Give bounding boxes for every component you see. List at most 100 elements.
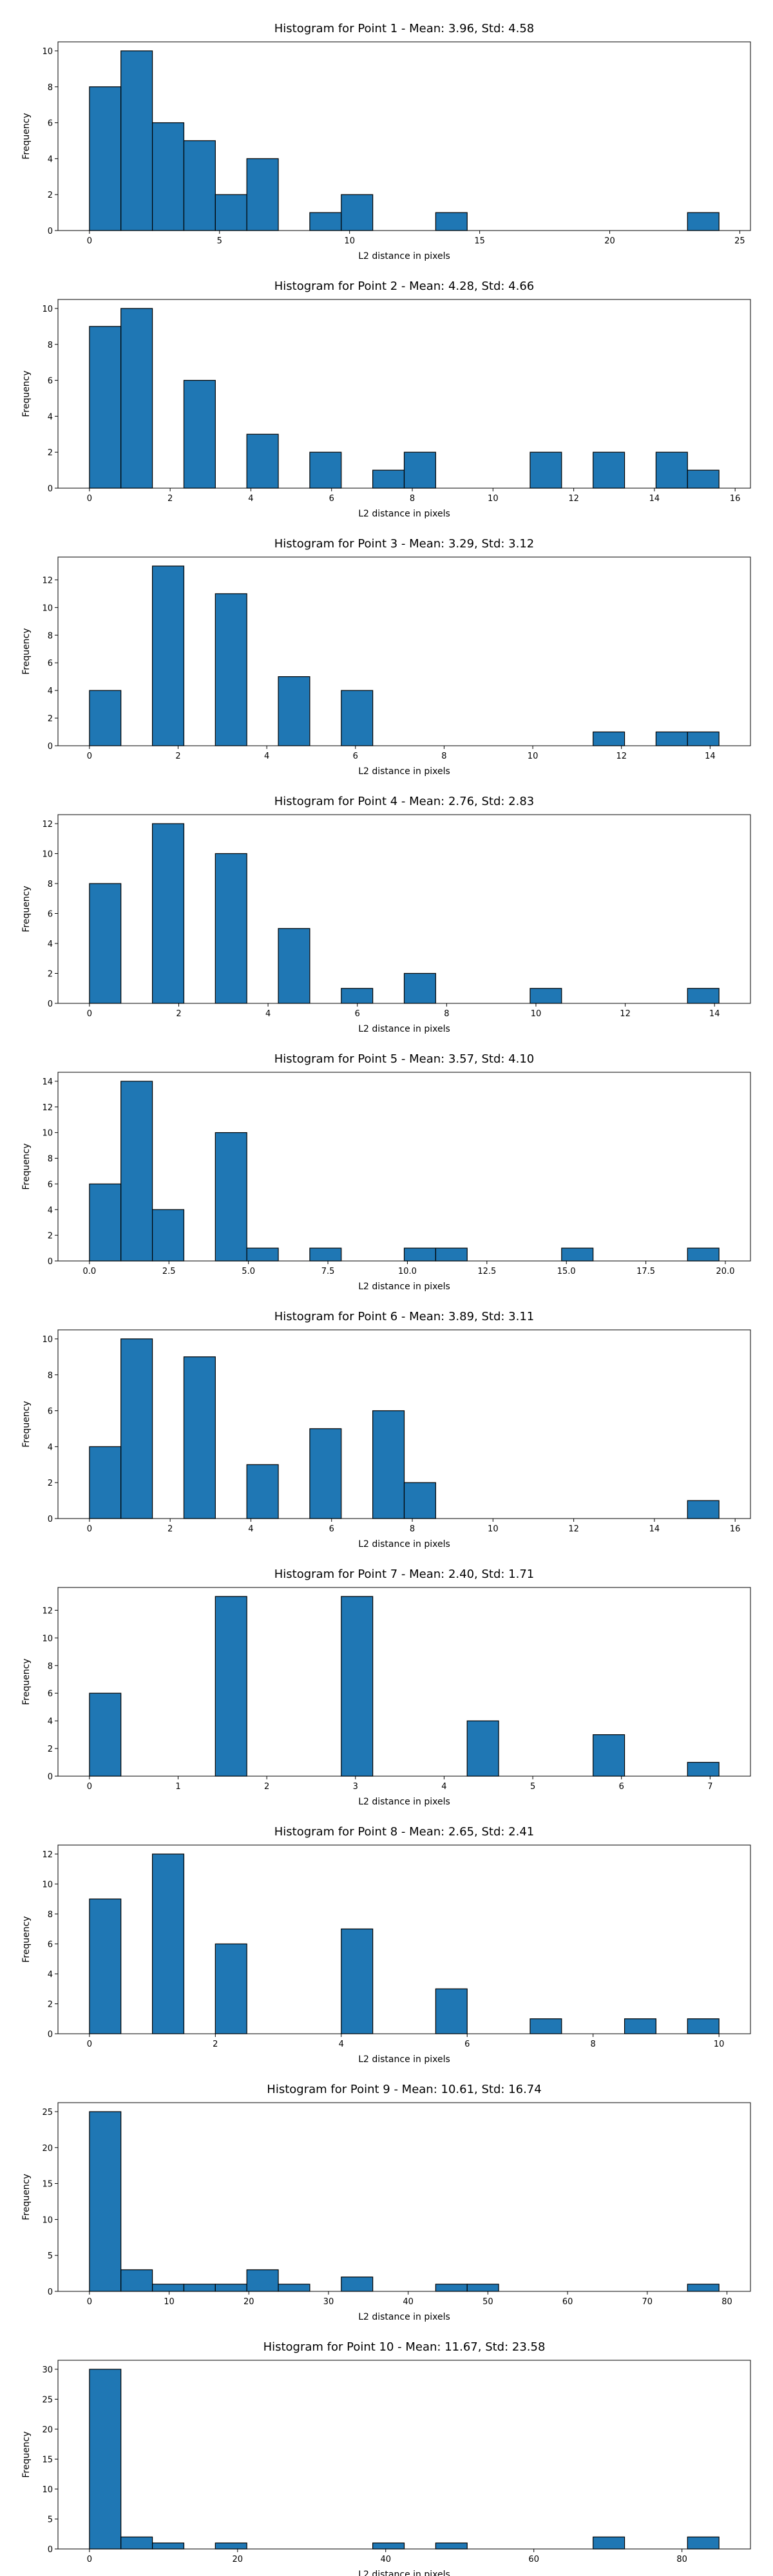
- x-tick-label: 40: [380, 2555, 391, 2564]
- y-tick-label: 2: [48, 1745, 53, 1754]
- axes-frame: [57, 299, 751, 489]
- histogram-bar: [655, 451, 688, 489]
- y-tick-label: 0: [48, 742, 53, 752]
- histogram-bar: [341, 194, 374, 231]
- histogram-bar: [278, 2284, 310, 2292]
- histogram-bar: [215, 1132, 247, 1262]
- y-tick-label: 4: [48, 155, 53, 164]
- x-axis-label: L2 distance in pixels: [358, 251, 450, 261]
- histogram-bar: [151, 1853, 185, 2034]
- x-axis-label: L2 distance in pixels: [358, 2570, 450, 2576]
- x-axis-label: L2 distance in pixels: [358, 2054, 450, 2065]
- x-tick-label: 0: [87, 2040, 92, 2049]
- histogram-bar: [530, 988, 562, 1004]
- y-tick-label: 6: [48, 119, 53, 129]
- x-tick-label: 30: [323, 2297, 334, 2307]
- y-tick-label: 6: [48, 377, 53, 386]
- histogram-bar: [89, 690, 122, 746]
- x-tick-label: 14: [649, 494, 660, 504]
- subplot-title: Histogram for Point 7 - Mean: 2.40, Std:…: [274, 1567, 535, 1581]
- x-tick-label: 3: [353, 1782, 358, 1792]
- y-tick-label: 4: [48, 1443, 53, 1452]
- histogram-bar: [89, 1446, 122, 1519]
- histogram-bar: [341, 1928, 374, 2034]
- histogram-bar: [278, 928, 310, 1004]
- x-tick-label: 5.0: [242, 1267, 255, 1276]
- y-tick-label: 8: [48, 1155, 53, 1164]
- histogram-bar: [687, 2536, 720, 2550]
- y-tick-label: 12: [42, 820, 53, 829]
- y-tick-label: 2: [48, 191, 53, 200]
- x-tick-label: 2: [176, 1009, 181, 1019]
- x-tick-label: 15.0: [557, 1267, 576, 1276]
- x-tick-label: 6: [329, 1524, 334, 1534]
- subplot: Histogram for Point 9 - Mean: 10.61, Std…: [21, 2083, 751, 2322]
- x-tick-label: 4: [339, 2040, 344, 2049]
- y-tick-label: 12: [42, 1103, 53, 1113]
- y-tick-label: 2: [48, 2000, 53, 2009]
- x-tick-label: 12.5: [477, 1267, 496, 1276]
- histogram-bar: [624, 2018, 657, 2034]
- histogram-bar: [215, 1596, 247, 1777]
- y-tick-label: 0: [48, 1772, 53, 1782]
- histogram-bar: [215, 593, 247, 746]
- y-tick-label: 10: [42, 849, 53, 859]
- x-tick-label: 10: [531, 1009, 542, 1019]
- histogram-bar: [89, 2369, 122, 2550]
- x-tick-label: 0: [87, 752, 92, 761]
- x-tick-label: 16: [730, 1524, 741, 1534]
- x-tick-label: 10.0: [398, 1267, 417, 1276]
- histogram-bar: [341, 690, 374, 746]
- y-tick-label: 4: [48, 1206, 53, 1215]
- histogram-bar: [435, 1988, 468, 2034]
- y-tick-label: 0: [48, 484, 53, 494]
- x-tick-label: 15: [474, 236, 485, 246]
- subplot-title: Histogram for Point 4 - Mean: 2.76, Std:…: [274, 795, 535, 808]
- y-tick-label: 10: [42, 2215, 53, 2225]
- axes-frame: [57, 41, 751, 231]
- histogram-bar: [372, 2543, 405, 2550]
- histogram-bar: [183, 2284, 216, 2292]
- y-tick-label: 20: [42, 2425, 53, 2435]
- y-tick-label: 10: [42, 2485, 53, 2495]
- histogram-bar: [593, 731, 625, 746]
- x-tick-label: 8: [591, 2040, 596, 2049]
- y-tick-label: 0: [48, 2030, 53, 2040]
- x-tick-label: 14: [709, 1009, 720, 1019]
- histogram-bar: [246, 1464, 279, 1519]
- x-tick-label: 2: [167, 494, 173, 504]
- y-tick-label: 15: [42, 2180, 53, 2190]
- x-axis-label: L2 distance in pixels: [358, 2312, 450, 2322]
- y-axis-label: Frequency: [21, 1401, 32, 1447]
- y-axis-label: Frequency: [21, 2431, 32, 2477]
- x-tick-label: 8: [444, 1009, 449, 1019]
- histogram-bar: [561, 1247, 594, 1262]
- histogram-bar: [593, 451, 625, 489]
- histogram-bar: [403, 451, 436, 489]
- x-tick-label: 17.5: [636, 1267, 655, 1276]
- histogram-bar: [341, 2277, 374, 2292]
- histogram-bar: [372, 469, 405, 489]
- axes-frame: [57, 2360, 751, 2550]
- y-tick-label: 2: [48, 448, 53, 458]
- x-tick-label: 6: [619, 1782, 624, 1792]
- x-tick-label: 16: [730, 494, 741, 504]
- histogram-bar: [341, 1596, 374, 1777]
- x-tick-label: 80: [721, 2297, 732, 2307]
- y-tick-label: 0: [48, 1257, 53, 1267]
- subplot-title: Histogram for Point 6 - Mean: 3.89, Std:…: [274, 1310, 535, 1323]
- y-tick-label: 10: [42, 305, 53, 314]
- histogram-bar: [530, 2018, 562, 2034]
- y-tick-label: 8: [48, 880, 53, 889]
- subplot: Histogram for Point 2 - Mean: 4.28, Std:…: [21, 279, 751, 519]
- histogram-bar: [215, 2284, 247, 2292]
- histogram-bar: [246, 433, 279, 489]
- y-tick-label: 2: [48, 714, 53, 724]
- x-tick-label: 6: [464, 2040, 470, 2049]
- histogram-bar: [435, 1247, 468, 1262]
- x-tick-label: 0: [87, 1009, 92, 1019]
- y-tick-label: 0: [48, 2287, 53, 2297]
- subplot-title: Histogram for Point 2 - Mean: 4.28, Std:…: [274, 279, 535, 293]
- histogram-bar: [687, 2284, 720, 2292]
